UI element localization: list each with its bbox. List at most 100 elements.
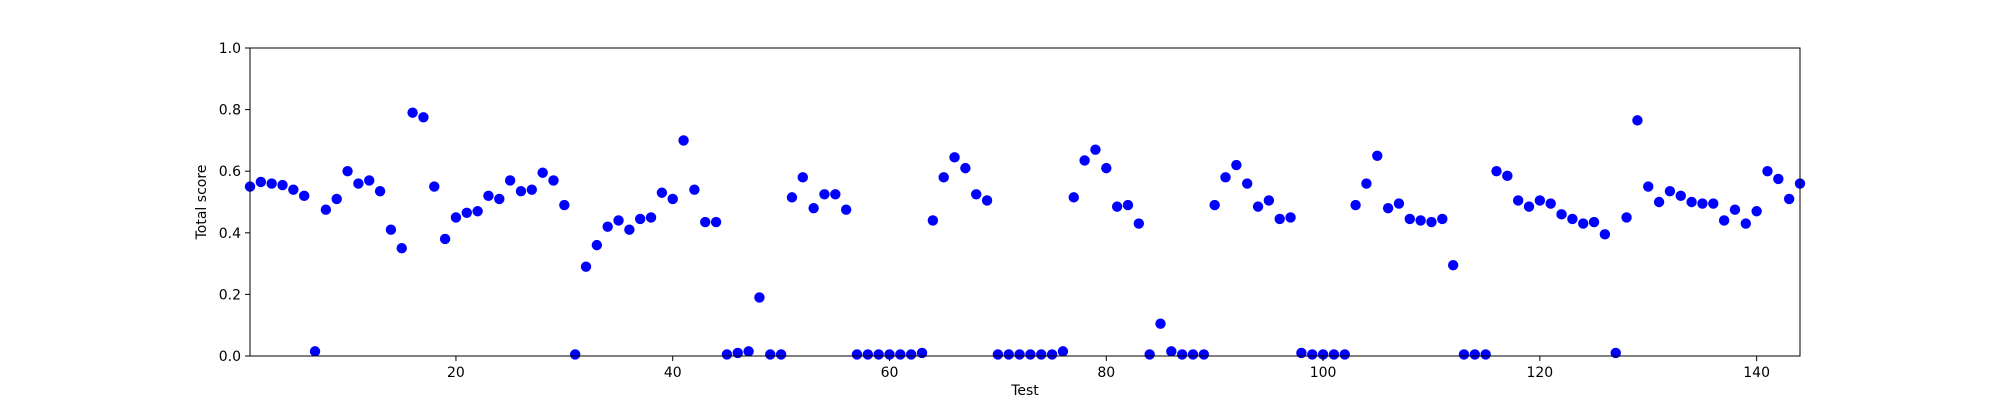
data-point [320, 204, 332, 215]
data-point [1545, 198, 1556, 209]
data-points [244, 107, 1806, 360]
data-point [331, 193, 342, 205]
data-point [1512, 195, 1524, 206]
x-tick-label: 120 [1526, 365, 1553, 381]
data-point [526, 184, 538, 195]
data-point [396, 243, 407, 254]
y-tick-label: 0.6 [219, 164, 241, 180]
data-point [1209, 199, 1220, 211]
data-point [960, 162, 971, 174]
data-point [1057, 346, 1069, 357]
data-point [1729, 204, 1741, 215]
data-point [1068, 192, 1079, 203]
data-point [439, 233, 451, 245]
data-point [1155, 318, 1166, 329]
data-point [1382, 202, 1394, 214]
data-point [1296, 347, 1307, 359]
data-point [298, 190, 310, 202]
data-point [1697, 198, 1708, 209]
data-point [1458, 349, 1470, 360]
data-point [775, 349, 787, 360]
data-point [905, 349, 917, 360]
data-point [1708, 198, 1719, 209]
y-tick-label: 0.0 [219, 349, 241, 365]
y-tick-label: 1.0 [219, 41, 241, 57]
data-point [1404, 213, 1415, 225]
data-point [288, 184, 299, 195]
x-tick-label: 40 [664, 365, 682, 381]
data-point [1762, 166, 1773, 177]
data-point [667, 193, 678, 205]
data-point [710, 216, 722, 228]
data-point [938, 172, 949, 183]
data-point [537, 167, 548, 178]
data-point [873, 349, 884, 360]
data-point [353, 178, 364, 189]
data-point [927, 215, 939, 226]
x-tick-label: 140 [1743, 365, 1770, 381]
data-point [613, 215, 624, 226]
y-tick-label: 0.8 [219, 103, 241, 119]
data-point [743, 346, 754, 357]
data-point [602, 221, 613, 232]
data-point [1198, 349, 1210, 360]
data-point [765, 349, 776, 360]
data-point [515, 186, 527, 197]
data-point [1447, 259, 1459, 271]
data-point [1567, 213, 1578, 225]
data-point [255, 176, 267, 188]
data-point [1632, 115, 1643, 126]
data-point [548, 175, 559, 186]
data-point [700, 216, 711, 228]
y-axis-ticks: 0.0 0.2 0.4 0.6 0.8 1.0 [219, 41, 250, 365]
data-point [1133, 218, 1145, 229]
data-point [385, 224, 397, 235]
data-point [1372, 150, 1383, 161]
plot-frame [249, 47, 1801, 357]
data-point [1231, 159, 1242, 171]
data-point [1176, 349, 1188, 360]
data-point [1469, 349, 1481, 360]
data-point [1003, 349, 1014, 360]
data-point [851, 349, 863, 360]
data-point [1751, 206, 1762, 217]
x-tick-label: 80 [1097, 365, 1115, 381]
data-point [1101, 162, 1112, 174]
data-point [689, 184, 700, 195]
x-tick-label: 60 [881, 365, 899, 381]
data-point [1773, 173, 1784, 185]
data-point [884, 349, 895, 360]
axes [249, 47, 1801, 357]
data-point [916, 347, 928, 359]
data-point [1242, 178, 1253, 189]
data-point [569, 349, 581, 360]
data-point [1122, 199, 1134, 211]
data-point [266, 178, 277, 189]
data-point [1534, 195, 1546, 206]
data-point [754, 292, 765, 303]
data-point [786, 192, 798, 203]
data-point [1578, 218, 1589, 229]
data-point [808, 202, 819, 214]
data-point [1285, 212, 1296, 223]
data-point [1252, 201, 1264, 212]
data-point [1664, 186, 1676, 197]
data-point [559, 199, 570, 211]
data-point [418, 112, 429, 123]
data-point [1166, 346, 1177, 357]
data-point [1393, 198, 1405, 209]
data-point [1350, 199, 1361, 211]
data-point [624, 224, 635, 235]
data-point [971, 189, 982, 200]
data-point [407, 107, 418, 118]
data-point [450, 212, 462, 223]
y-tick-label: 0.2 [219, 287, 241, 303]
data-point [1653, 196, 1665, 208]
data-point [309, 346, 321, 357]
data-point [1426, 216, 1437, 228]
y-axis-label: Total score [194, 165, 210, 241]
data-point [580, 261, 592, 272]
data-point [504, 175, 516, 186]
data-point [1718, 215, 1730, 226]
